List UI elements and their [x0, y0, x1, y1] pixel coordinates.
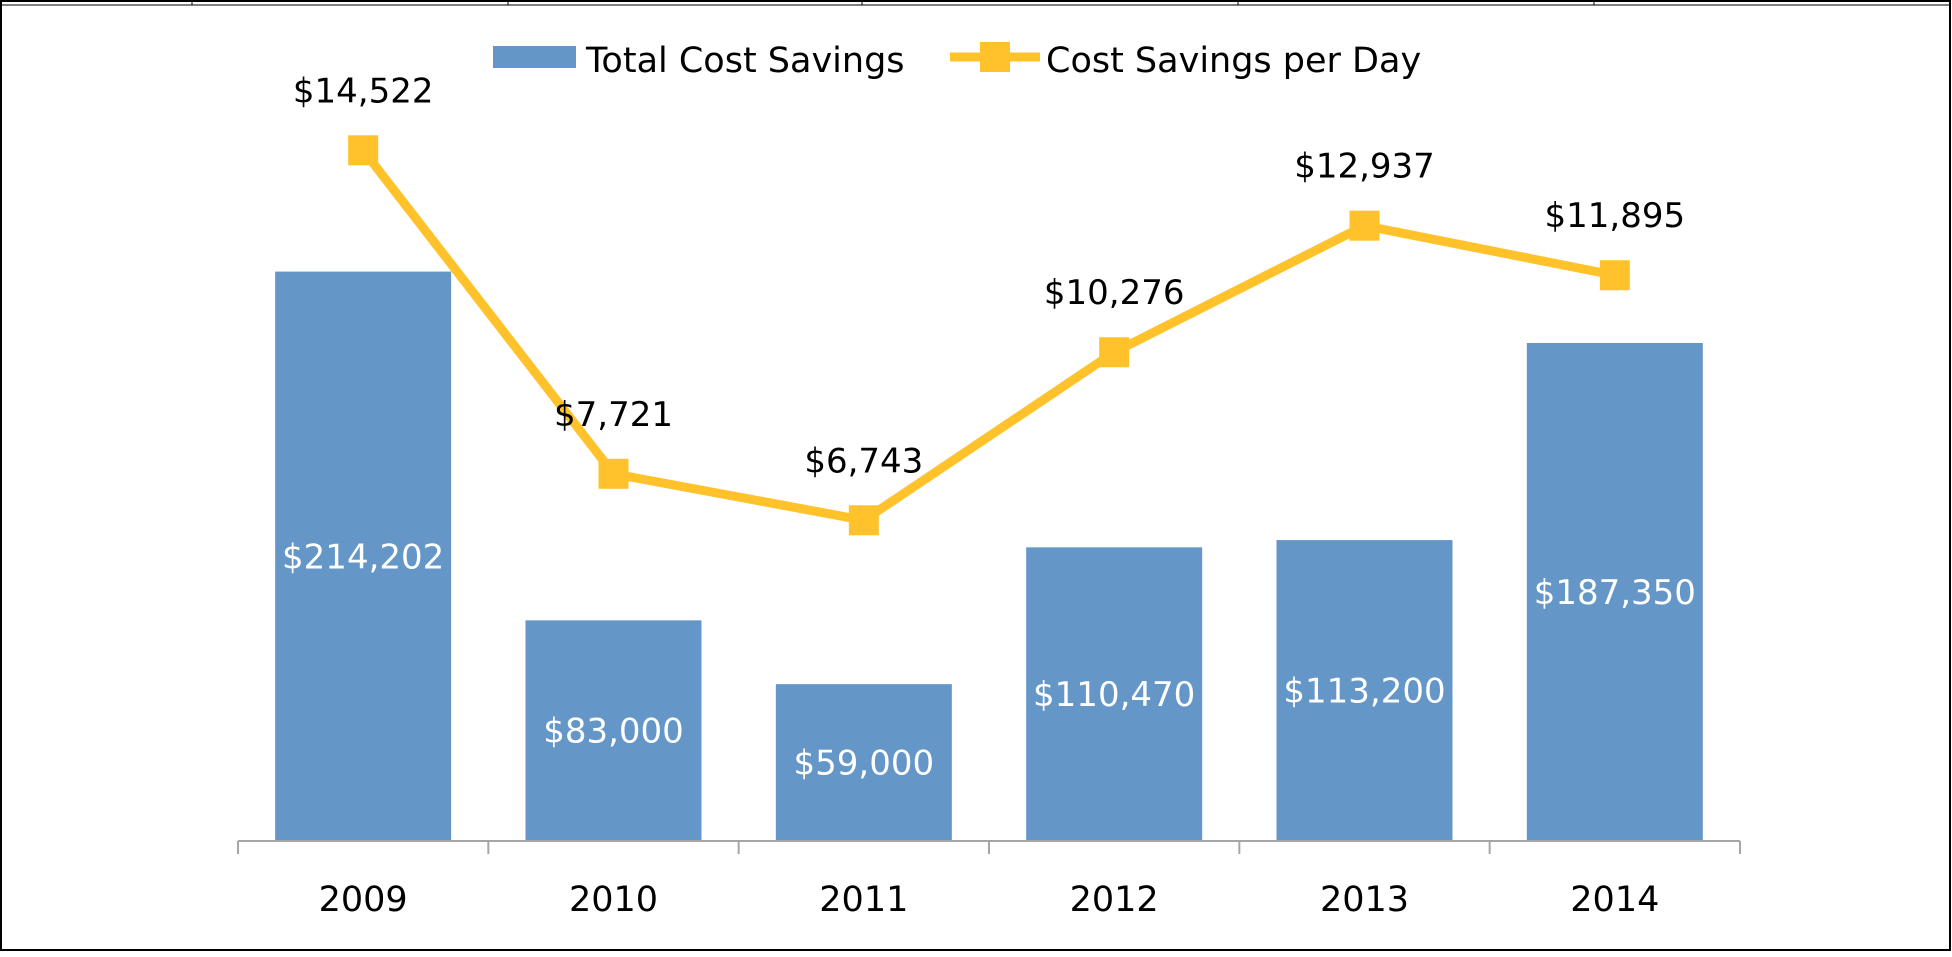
line-marker [598, 458, 629, 489]
legend-item-bars: Total Cost Savings [493, 41, 905, 81]
x-tick-label: 2014 [1570, 880, 1659, 920]
line-marker [848, 505, 879, 536]
bar [1026, 547, 1203, 841]
legend-item-line: Cost Savings per Day [950, 41, 1421, 81]
bar-value-label: $110,470 [1033, 675, 1195, 715]
bar [525, 620, 702, 841]
data-labels: $214,202 $83,000 $59,000 $110,470 $113,200 $1… [282, 71, 1696, 783]
bar [1276, 540, 1453, 841]
x-tick-label: 2009 [319, 880, 408, 920]
line-path [359, 147, 1616, 525]
bar [1526, 342, 1703, 841]
line-marker [348, 135, 379, 166]
legend-line-label: Cost Savings per Day [1046, 41, 1421, 81]
line-value-label: $12,937 [1294, 147, 1435, 187]
bar-value-label: $187,350 [1534, 573, 1696, 613]
bar-value-label: $59,000 [794, 744, 935, 784]
legend-bar-swatch [493, 46, 576, 68]
line-marker [1099, 337, 1130, 368]
x-tick-label: 2013 [1320, 880, 1409, 920]
line-value-label: $11,895 [1545, 196, 1686, 236]
legend-line-marker [980, 42, 1010, 72]
line-marker [1349, 210, 1380, 241]
bar-series [275, 271, 1703, 841]
legend-bar-label: Total Cost Savings [585, 41, 905, 81]
bar-value-label: $83,000 [543, 712, 684, 752]
line-value-label: $10,276 [1044, 273, 1185, 313]
legend: Total Cost Savings Cost Savings per Day [493, 41, 1421, 81]
line-series [348, 135, 1630, 536]
line-value-label: $6,743 [804, 441, 923, 481]
line-marker [1599, 260, 1630, 291]
x-tick-label: 2011 [819, 880, 908, 920]
bar-value-label: $214,202 [282, 537, 444, 577]
x-axis: 2009 2010 2011 2012 2013 2014 [237, 840, 1741, 920]
bar [275, 271, 452, 841]
line-value-label: $7,721 [554, 395, 673, 435]
top-cell-dividers [191, 1, 1595, 5]
bar [775, 684, 952, 841]
bar-value-label: $113,200 [1283, 672, 1445, 712]
x-tick-label: 2010 [569, 880, 658, 920]
x-tick-label: 2012 [1070, 880, 1159, 920]
line-value-label: $14,522 [293, 71, 434, 111]
